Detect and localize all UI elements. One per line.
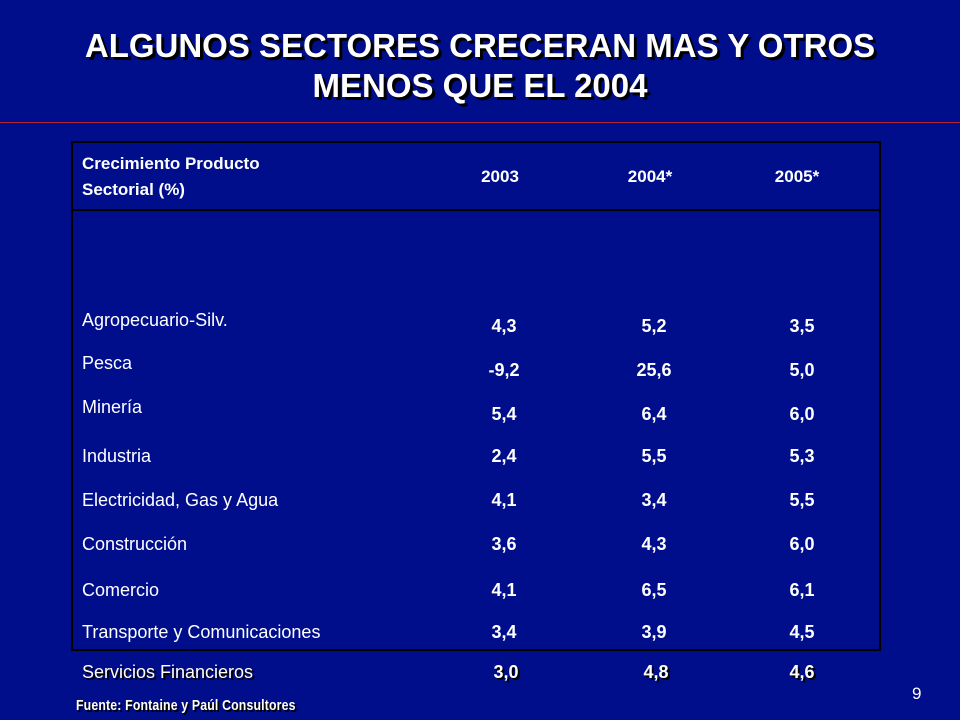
cell-servicios-financieros-2003: 3,0 (493, 662, 519, 682)
header-sector: Crecimiento Producto Sectorial (%) (82, 151, 382, 203)
cell-pesca-2004: 25,6 (636, 360, 672, 380)
row-label-agropecuario: Agropecuario-Silv. (82, 310, 228, 330)
cell-construccion-2005: 6,0 (789, 534, 815, 554)
cell-agropecuario-2005: 3,5 (789, 316, 815, 336)
cell-industria-2003: 2,4 (491, 446, 517, 466)
cell-electricidad-2005: 5,5 (789, 490, 815, 510)
row-label-pesca: Pesca (82, 353, 133, 373)
row-label-electricidad: Electricidad, Gas y Agua (82, 490, 279, 510)
cell-construccion-2004: 4,3 (641, 534, 667, 554)
cell-mineria-2004: 6,4 (641, 404, 667, 424)
cell-mineria-2003: 5,4 (491, 404, 517, 424)
cell-transporte-2005: 4,5 (789, 622, 815, 642)
cell-agropecuario-2004: 5,2 (641, 316, 667, 336)
header-year-2004: 2004* (627, 167, 673, 186)
cell-electricidad-2004: 3,4 (641, 490, 667, 510)
slide-title-line-1: ALGUNOS SECTORES CRECERAN MAS Y OTROS (84, 27, 876, 64)
header-divider (71, 209, 881, 211)
cell-transporte-2004: 3,9 (641, 622, 667, 642)
cell-servicios-financieros-2005: 4,6 (789, 662, 815, 682)
cell-servicios-financieros-2004: 4,8 (643, 662, 669, 682)
row-label-comercio: Comercio (82, 580, 160, 600)
cell-transporte-2003: 3,4 (491, 622, 517, 642)
growth-table-frame (71, 141, 881, 651)
cell-pesca-2003: -9,2 (488, 360, 520, 380)
slide-title-line-2: MENOS QUE EL 2004 (312, 67, 648, 104)
row-label-construccion: Construcción (82, 534, 188, 554)
cell-industria-2005: 5,3 (789, 446, 815, 466)
cell-comercio-2005: 6,1 (789, 580, 815, 600)
cell-mineria-2005: 6,0 (789, 404, 815, 424)
header-year-2005: 2005* (774, 167, 820, 186)
cell-comercio-2004: 6,5 (641, 580, 667, 600)
header-sector-line-2: Sectorial (%) (82, 180, 185, 199)
header-year-2003: 2003 (481, 167, 519, 186)
row-label-mineria: Minería (82, 397, 143, 417)
source-note: Fuente: Fontaine y Paúl Consultores (76, 697, 296, 714)
slide-title: ALGUNOS SECTORES CRECERAN MAS Y OTROS ME… (0, 26, 960, 106)
header-sector-line-1: Crecimiento Producto (82, 154, 260, 173)
cell-agropecuario-2003: 4,3 (491, 316, 517, 336)
row-label-industria: Industria (82, 446, 152, 466)
title-divider (0, 122, 960, 123)
row-label-servicios-financieros: Servicios Financieros (82, 662, 254, 682)
cell-construccion-2003: 3,6 (491, 534, 517, 554)
cell-pesca-2005: 5,0 (789, 360, 815, 380)
cell-electricidad-2003: 4,1 (491, 490, 517, 510)
row-label-transporte: Transporte y Comunicaciones (82, 622, 321, 642)
page-number: 9 (912, 684, 922, 703)
cell-comercio-2003: 4,1 (491, 580, 517, 600)
cell-industria-2004: 5,5 (641, 446, 667, 466)
